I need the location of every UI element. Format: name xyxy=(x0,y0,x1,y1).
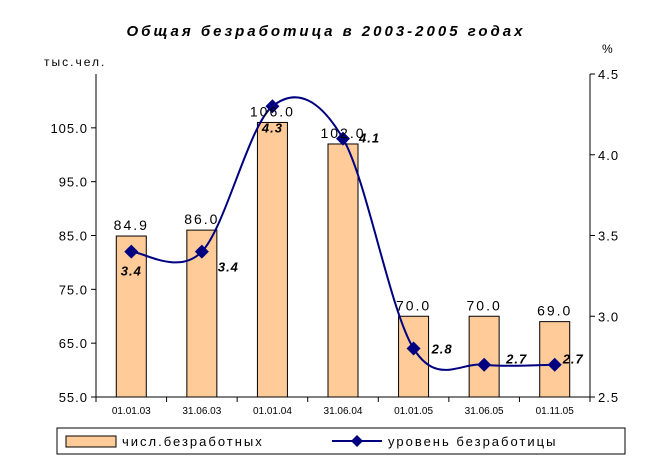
right-tick-label: 4.5 xyxy=(598,67,619,82)
x-tick-label: 01.11.05 xyxy=(536,406,575,417)
line-point xyxy=(336,131,350,146)
left-tick-label: 85.0 xyxy=(59,229,88,244)
bar xyxy=(468,315,500,398)
legend-bar-swatch xyxy=(65,435,117,448)
left-tick-label: 95.0 xyxy=(59,175,88,190)
left-tick-label: 65.0 xyxy=(59,336,88,351)
x-tick-label: 01.01.03 xyxy=(112,406,151,417)
left-tick-label: 75.0 xyxy=(59,282,88,297)
left-tick-label: 105.0 xyxy=(50,121,88,136)
bar xyxy=(327,143,359,398)
x-tick-label: 01.01.04 xyxy=(253,406,292,417)
right-tick-label: 2.5 xyxy=(598,390,619,405)
x-tick-label: 01.01.05 xyxy=(394,406,433,417)
axes: 55.0 65.0 75.0 85.0 95.0 105.0 2.5 3.0 3.5 4.0 4.5… xyxy=(50,67,619,417)
line-value-label: 3.4 xyxy=(218,260,239,275)
bar-value-label: 86.0 xyxy=(184,211,219,227)
legend-box xyxy=(56,427,626,455)
legend-bar-label: числ.безработных xyxy=(122,434,264,449)
line-point xyxy=(547,357,562,372)
right-tick-label: 4.0 xyxy=(598,148,619,163)
line-point xyxy=(265,99,280,114)
line-series xyxy=(124,96,562,372)
chart-title: Общая безработица в 2003-2005 годах xyxy=(127,23,526,40)
bar-value-label: 102.0 xyxy=(320,125,365,141)
bar xyxy=(256,121,288,398)
legend-line-marker xyxy=(351,435,363,447)
line-value-label: 4.1 xyxy=(358,131,380,146)
left-tick-label: 55.0 xyxy=(59,390,88,405)
line-value-label: 2.7 xyxy=(562,352,584,367)
data-labels: 84.9 86.0 106.0 102.0 70.0 70.0 69.0 3.4 3.4 4.3 4… xyxy=(114,103,584,367)
x-tick-label: 31.06.05 xyxy=(465,406,504,417)
line-value-label: 2.8 xyxy=(431,342,453,357)
line-point xyxy=(194,244,209,259)
line-point xyxy=(406,341,421,356)
line-value-label: 4.3 xyxy=(261,120,283,135)
bar-series xyxy=(115,121,571,398)
left-axis-unit: тыс.чел. xyxy=(44,55,106,69)
line-point xyxy=(477,357,492,372)
line-value-label: 3.4 xyxy=(121,264,142,279)
line-value-label: 2.7 xyxy=(505,352,527,367)
right-tick-label: 3.5 xyxy=(598,229,619,244)
right-axis-unit: % xyxy=(602,42,615,56)
legend: числ.безработных уровень безработицы xyxy=(56,427,626,455)
bar xyxy=(115,235,147,398)
bar-value-label: 84.9 xyxy=(114,217,149,233)
legend-line-label: уровень безработицы xyxy=(388,434,557,449)
right-tick-label: 3.0 xyxy=(598,309,619,324)
bar-value-label: 70.0 xyxy=(467,297,502,313)
x-tick-label: 31.06.03 xyxy=(182,406,221,417)
bar-value-label: 106.0 xyxy=(250,103,295,119)
x-tick-label: 31.06.04 xyxy=(324,406,363,417)
bar-value-label: 69.0 xyxy=(537,303,572,319)
line-point xyxy=(124,244,139,259)
bar-value-label: 70.0 xyxy=(396,297,431,313)
